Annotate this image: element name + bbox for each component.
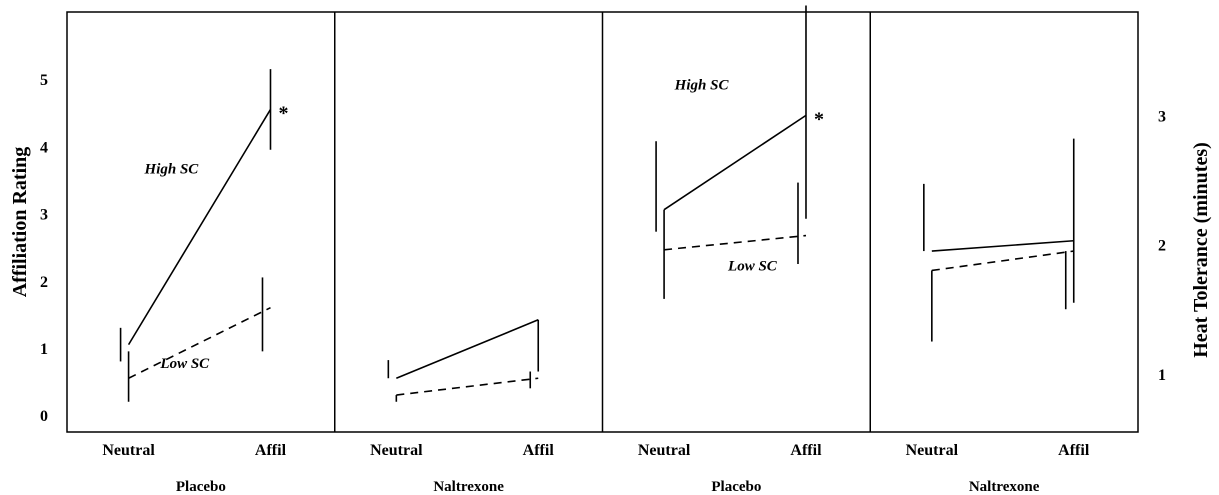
series-line	[663, 114, 807, 211]
left-tick-label: 3	[40, 207, 48, 224]
series-line	[931, 239, 1074, 252]
panel-dividers	[334, 12, 871, 432]
left-tick-label: 0	[40, 408, 48, 425]
right-tick-label: 2	[1158, 238, 1166, 255]
series-label: High SC	[144, 161, 200, 177]
left-axis-title: Affiliation Rating	[9, 147, 31, 298]
category-label: Affil	[790, 442, 822, 459]
series-line	[127, 109, 272, 346]
left-tick-label: 5	[40, 72, 48, 89]
series-line	[396, 377, 539, 396]
group-label: Naltrexone	[969, 479, 1040, 495]
significance-marker: *	[278, 102, 288, 124]
left-tick-label: 4	[40, 139, 48, 156]
series-line	[128, 306, 271, 379]
group-label: Naltrexone	[433, 479, 504, 495]
series-label: High SC	[674, 78, 730, 94]
left-tick-label: 1	[40, 341, 48, 358]
group-label: Placebo	[176, 479, 226, 495]
category-label: Affil	[523, 442, 555, 459]
series-label: Low SC	[159, 356, 210, 372]
left-tick-label: 2	[40, 274, 48, 291]
category-label: Affil	[255, 442, 287, 459]
series-line	[931, 250, 1074, 272]
category-label: Neutral	[370, 442, 423, 459]
right-tick-label: 3	[1158, 108, 1166, 125]
group-label: Placebo	[711, 479, 761, 495]
series-label: Low SC	[727, 258, 778, 274]
series-line	[664, 234, 807, 251]
right-axis-title: Heat Tolerance (minutes)	[1190, 142, 1212, 358]
category-label: Neutral	[906, 442, 959, 459]
category-label: Affil	[1058, 442, 1090, 459]
series-line	[396, 319, 539, 379]
chart-marks: 0 1 2 3 4 5 1 2 3 Neutral Affil Placebo * High SC Low …	[40, 5, 1166, 495]
right-tick-label: 1	[1158, 367, 1166, 384]
category-label: Neutral	[638, 442, 691, 459]
category-label: Neutral	[102, 442, 155, 459]
significance-marker: *	[814, 108, 824, 130]
